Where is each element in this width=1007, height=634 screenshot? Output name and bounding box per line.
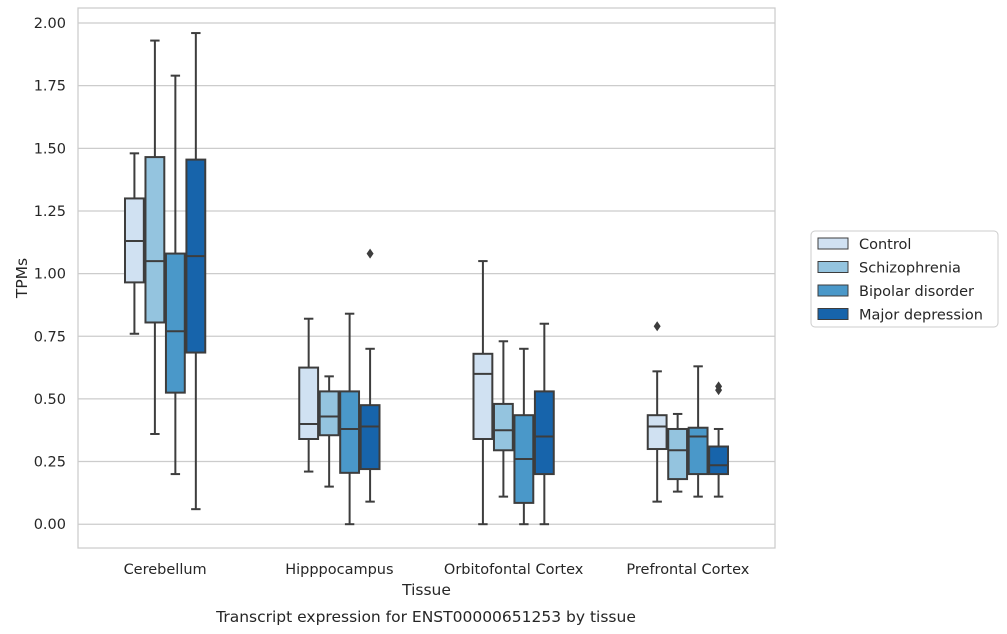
box: [359, 404, 381, 471]
box: [667, 427, 689, 481]
y-tick-labels: 0.00 0.25 0.50 0.75 1.00 1.25 1.50 1.75 2.00: [34, 16, 66, 533]
box: [533, 390, 555, 476]
legend-item: Control: [817, 237, 911, 253]
box-plots: [123, 32, 730, 526]
x-tick-label: Cerebellum: [124, 562, 207, 578]
legend-label: Bipolar disorder: [859, 284, 974, 300]
legend-label: Schizophrenia: [859, 261, 961, 277]
legend-label: Control: [859, 237, 911, 253]
x-tick-labels: Cerebellum Hipppocampus Orbitofontal Corte…: [124, 562, 750, 578]
y-tick-label: 1.75: [34, 79, 66, 95]
legend-label: Major depression: [859, 308, 983, 324]
legend-swatch: [817, 237, 849, 250]
y-tick-label: 2.00: [34, 16, 66, 32]
y-tick-label: 0.75: [34, 329, 66, 345]
legend-item: Major depression: [817, 308, 983, 324]
box: [164, 252, 186, 394]
legend-frame: [810, 230, 999, 328]
box: [144, 156, 166, 324]
box: [339, 390, 361, 474]
box-plot: [298, 317, 320, 473]
legend-item: Bipolar disorder: [817, 284, 974, 300]
box-plot: [533, 322, 555, 526]
box: [646, 414, 668, 451]
y-tick-label: 0.25: [34, 455, 66, 471]
outlier-point: [366, 248, 374, 259]
outlier-point: [653, 321, 661, 332]
x-tick-label: Orbitofontal Cortex: [444, 562, 584, 578]
box-plot: [123, 152, 145, 335]
box-plot: [164, 74, 186, 476]
box: [492, 402, 514, 452]
box-plot: [492, 340, 514, 498]
box: [298, 366, 320, 440]
box-plot: [708, 381, 730, 498]
chart-caption: Transcript expression for ENST0000065125…: [215, 608, 636, 626]
box: [708, 445, 730, 476]
x-tick-label: Hipppocampus: [285, 562, 393, 578]
box-plot: [687, 365, 709, 498]
legend: Control Schizophrenia Bipolar disorder Majo…: [810, 230, 999, 328]
y-tick-label: 1.00: [34, 267, 66, 283]
outlier-point: [715, 381, 723, 392]
box-plot: [359, 248, 381, 503]
y-tick-label: 1.25: [34, 204, 66, 220]
box: [687, 426, 709, 476]
box: [472, 352, 494, 440]
y-axis-label: TPMs: [13, 258, 31, 299]
box-plot: [513, 347, 535, 526]
legend-swatch: [817, 308, 849, 320]
legend-item: Schizophrenia: [817, 261, 961, 277]
legend-swatch: [817, 261, 849, 273]
box-plot: [472, 260, 494, 526]
y-tick-label: 0.50: [34, 392, 66, 408]
box-plot: [144, 39, 166, 435]
legend-swatch: [817, 284, 849, 297]
box-plot: [667, 412, 689, 493]
x-tick-label: Prefrontal Cortex: [626, 562, 749, 578]
plot-frame: [77, 7, 776, 549]
y-tick-label: 1.50: [34, 141, 66, 157]
box: [318, 390, 340, 437]
y-tick-label: 0.00: [34, 517, 66, 533]
box-plot: [318, 375, 340, 488]
box-plot: [339, 312, 361, 526]
x-axis-label: Tissue: [401, 581, 451, 599]
box-plot: [646, 321, 668, 503]
box-plot: [185, 32, 207, 511]
